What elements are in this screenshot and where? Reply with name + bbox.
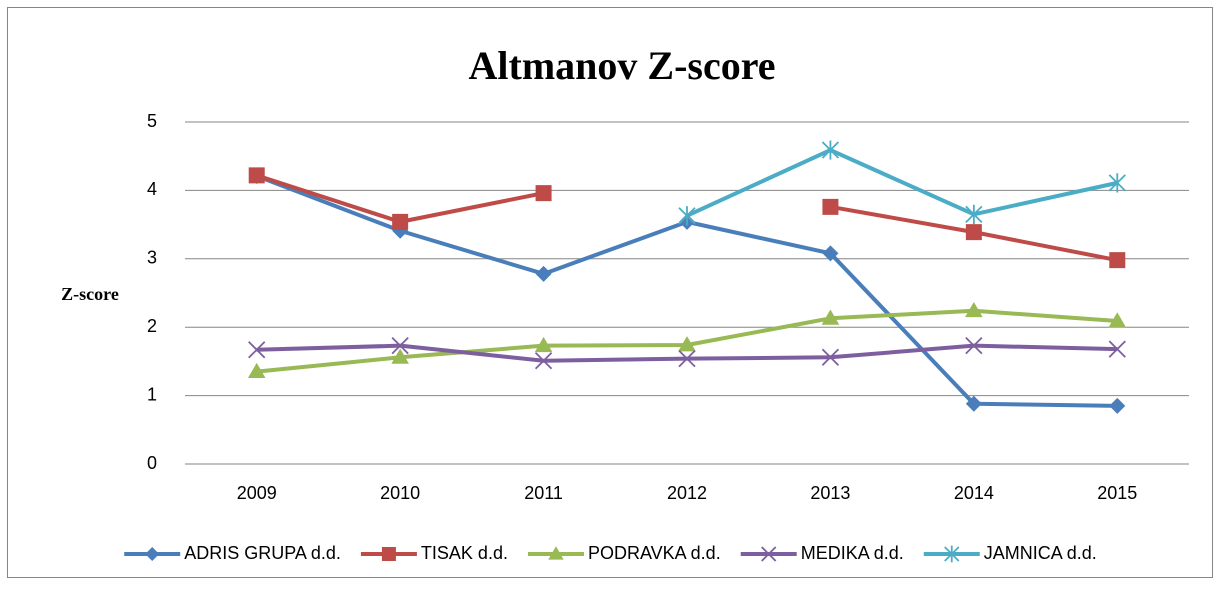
marker [534, 336, 553, 353]
legend-label: JAMNICA d.d. [984, 543, 1097, 563]
y-tick-label: 0 [147, 453, 157, 473]
marker [761, 546, 777, 562]
marker [381, 547, 396, 561]
chart-frame [7, 7, 1213, 578]
marker [678, 336, 696, 352]
marker [1108, 173, 1126, 193]
marker [247, 362, 266, 379]
x-tick-label: 2012 [667, 483, 707, 503]
series-line [686, 148, 1118, 218]
marker [965, 224, 982, 241]
x-tick-label: 2015 [1097, 483, 1137, 503]
marker [535, 265, 552, 282]
marker [822, 198, 839, 215]
marker [1108, 312, 1127, 328]
marker [248, 167, 265, 184]
y-tick-label: 3 [147, 248, 157, 268]
marker [145, 547, 160, 561]
marker [535, 185, 552, 202]
chart-title: Altmanov Z-score [469, 43, 776, 88]
marker [822, 245, 839, 262]
marker [248, 341, 266, 359]
y-tick-label: 1 [147, 384, 157, 404]
marker [965, 301, 983, 318]
marker [1109, 397, 1126, 414]
x-tick-label: 2014 [954, 483, 994, 503]
x-tick-label: 2013 [810, 483, 850, 503]
marker [965, 204, 983, 224]
marker [965, 395, 982, 412]
legend-label: PODRAVKA d.d. [588, 543, 721, 563]
legend-label: ADRIS GRUPA d.d. [184, 543, 341, 563]
legend-label: MEDIKA d.d. [801, 543, 904, 563]
x-tick-label: 2009 [237, 483, 277, 503]
marker [1109, 252, 1126, 269]
y-tick-label: 5 [147, 111, 157, 131]
marker [548, 546, 564, 560]
marker [1108, 340, 1126, 358]
x-tick-label: 2011 [524, 483, 563, 503]
marker [821, 309, 840, 325]
legend-label: TISAK d.d. [421, 543, 508, 563]
marker [944, 545, 960, 563]
marker [391, 348, 409, 364]
x-tick-label: 2010 [380, 483, 420, 503]
legend: ADRIS GRUPA d.d. TISAK d.d. PODRAVKA d.d. M… [124, 543, 1097, 563]
marker [678, 350, 696, 368]
marker [392, 213, 409, 230]
marker [678, 206, 696, 226]
marker [821, 140, 840, 160]
marker [391, 337, 409, 355]
y-tick-label: 2 [147, 316, 157, 336]
marker [965, 337, 983, 355]
marker [534, 352, 553, 370]
y-tick-label: 4 [147, 179, 157, 199]
y-axis-label: Z-score [61, 284, 119, 304]
marker [821, 348, 840, 366]
